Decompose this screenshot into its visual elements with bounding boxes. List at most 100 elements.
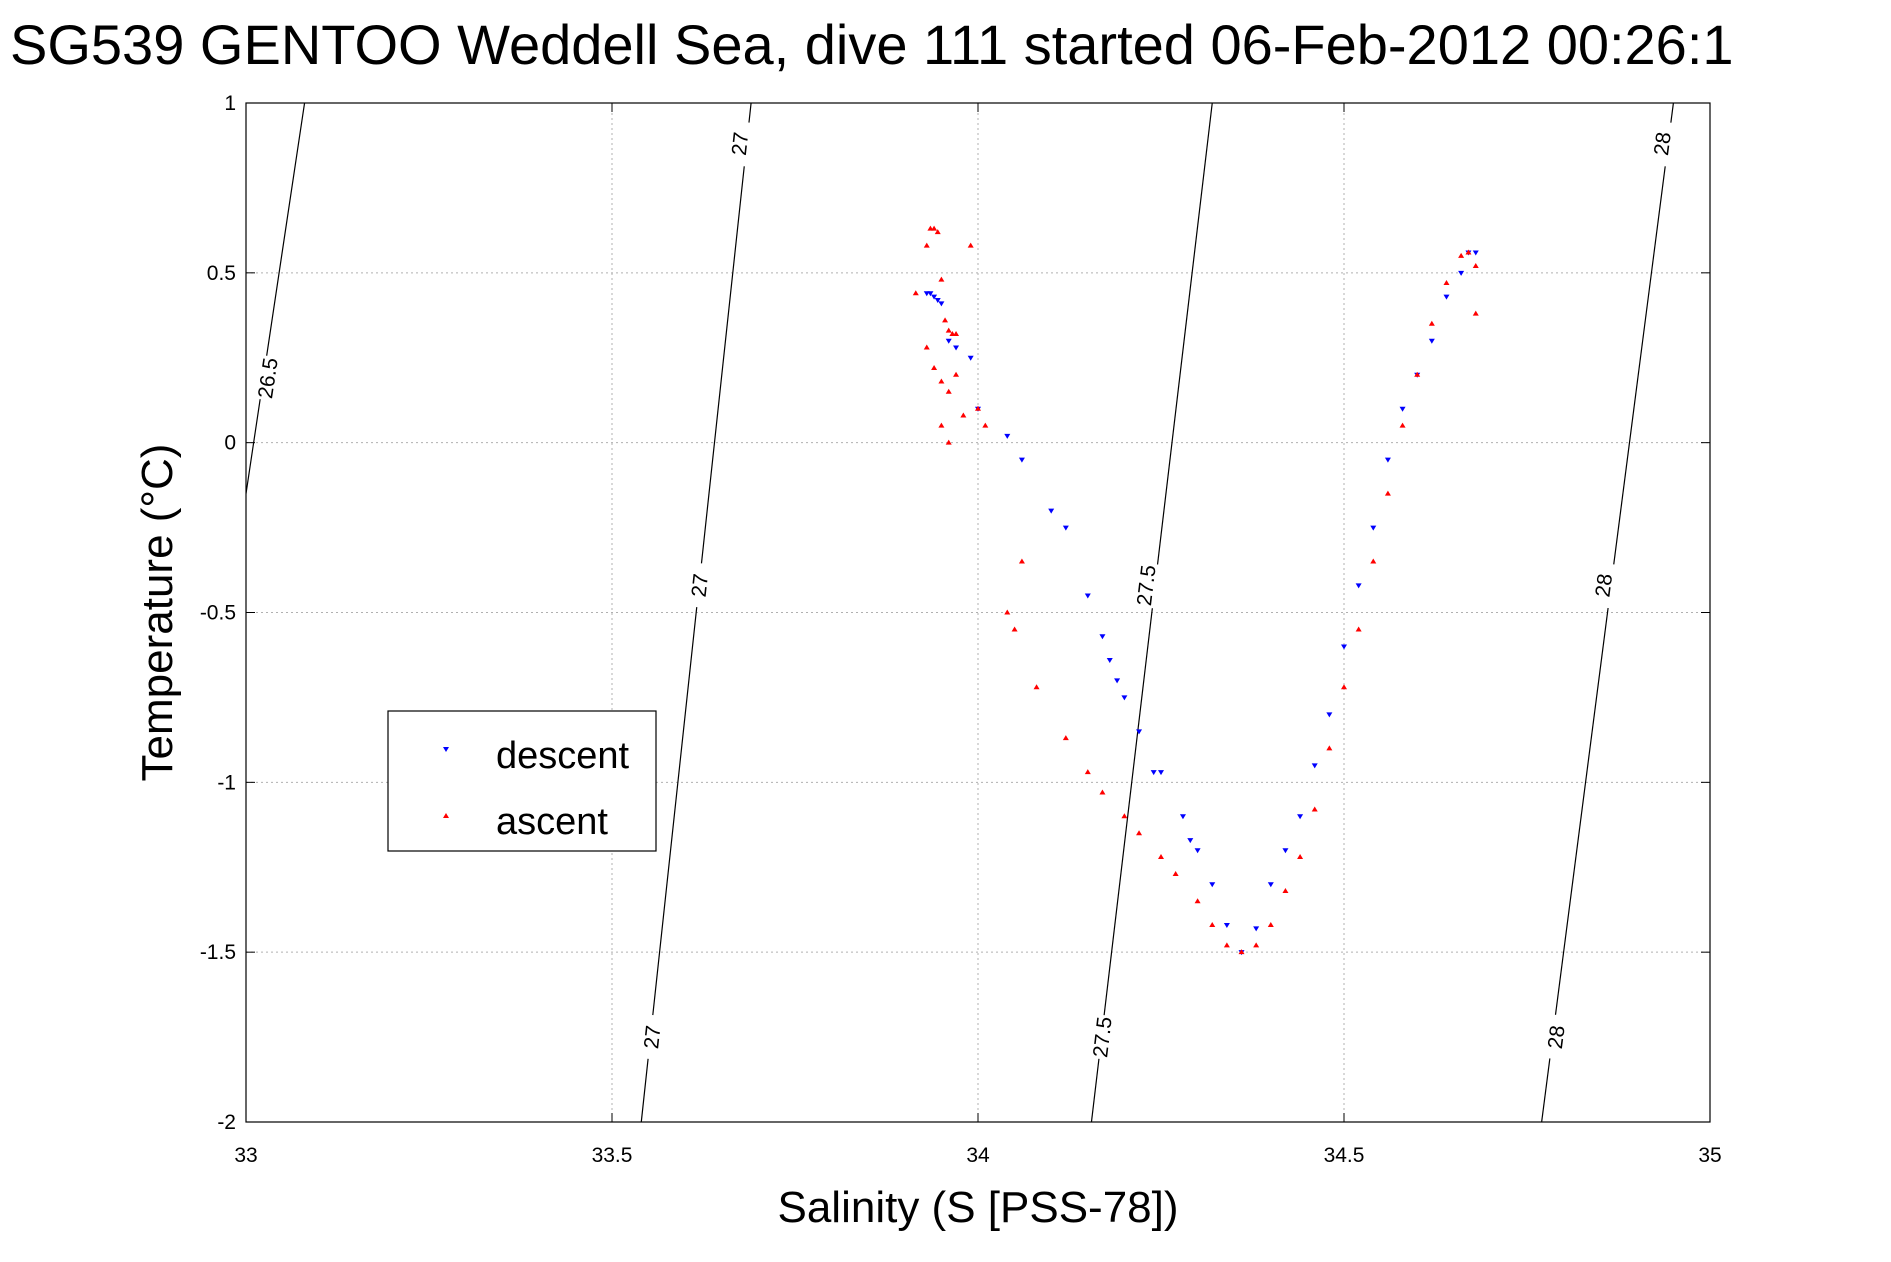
- ascent-point: [953, 330, 960, 336]
- ascent-point: [1253, 942, 1260, 948]
- descent-point: [1472, 250, 1479, 256]
- legend-marker-descent: [443, 747, 449, 752]
- descent-point: [1428, 338, 1435, 344]
- ascent-point: [942, 317, 949, 323]
- ascent-point: [1465, 249, 1472, 255]
- contour-label-bg: [1646, 120, 1679, 168]
- descent-point: [1399, 406, 1406, 412]
- descent-point: [967, 355, 974, 361]
- ascent-point: [923, 242, 930, 248]
- descent-point: [1099, 634, 1106, 640]
- contour-label-bg: [684, 562, 716, 609]
- x-axis-label: Salinity (S [PSS-78]): [777, 1183, 1178, 1232]
- ascent-point: [912, 290, 919, 296]
- descent-point: [931, 294, 938, 300]
- x-tick-label: 35: [1698, 1144, 1721, 1167]
- descent-point: [1297, 814, 1304, 820]
- descent-point: [1158, 770, 1164, 776]
- contour-label-bg: [251, 354, 285, 402]
- ascent-point: [1443, 280, 1450, 286]
- ascent-point: [1004, 609, 1011, 615]
- descent-point: [1114, 678, 1121, 684]
- y-tick-label: -1: [217, 771, 236, 794]
- descent-point: [1194, 848, 1201, 854]
- contour-line-26.5: [246, 103, 306, 494]
- contour-label-bg: [724, 120, 756, 168]
- contour-label-27.5: 27.5: [1089, 1015, 1117, 1058]
- descent-point: [1004, 433, 1011, 439]
- descent-point: [1370, 525, 1377, 531]
- descent-point: [953, 345, 960, 351]
- y-axis-label: Temperature (°C): [133, 444, 182, 782]
- ascent-point: [1158, 854, 1164, 860]
- ascent-point: [1018, 558, 1025, 564]
- ascent-point: [945, 388, 952, 394]
- legend-marker-ascent: [443, 813, 449, 818]
- ascent-point: [1011, 626, 1018, 632]
- ascent-point: [1297, 854, 1304, 860]
- descent-point: [1223, 922, 1230, 928]
- ascent-point: [938, 422, 945, 428]
- y-axis-ticks: 1 0.5 0 -0.5 -1 -1.5 -2: [200, 92, 1710, 1134]
- ascent-point: [931, 225, 938, 231]
- legend-box: [387, 710, 657, 852]
- ascent-point: [1084, 769, 1091, 775]
- ascent-point: [945, 439, 952, 445]
- contour-line-27.5: [1090, 103, 1213, 1122]
- ascent-point: [945, 327, 952, 333]
- ascent-point: [931, 364, 938, 370]
- descent-point: [1187, 838, 1194, 844]
- ascent-point: [1472, 263, 1479, 269]
- ascent-point: [967, 242, 974, 248]
- x-tick-label: 34.5: [1324, 1144, 1365, 1167]
- descent-point: [938, 301, 945, 307]
- ascent-point: [1282, 888, 1289, 894]
- x-tick-label: 33: [234, 1144, 257, 1167]
- descent-point: [1062, 525, 1069, 531]
- ascent-point: [938, 276, 945, 282]
- contour-label-27.5: 27.5: [1133, 564, 1161, 607]
- ascent-point: [1062, 735, 1069, 741]
- y-tick-label: -0.5: [200, 602, 236, 625]
- contour-label-bg: [1086, 1013, 1118, 1061]
- contour-line-27: [640, 103, 752, 1122]
- ascent-point: [1428, 320, 1435, 326]
- ascent-point: [938, 378, 945, 384]
- descent-point: [1458, 270, 1465, 276]
- descent-point: [1355, 583, 1362, 589]
- ascent-point: [1099, 789, 1106, 795]
- descent-point: [1253, 926, 1260, 932]
- ascent-point: [1033, 684, 1040, 690]
- ascent-point: [1311, 806, 1318, 812]
- contour-label-28: 28: [1650, 131, 1676, 157]
- x-tick-label: 33.5: [592, 1144, 633, 1167]
- ascent-point: [1326, 745, 1333, 751]
- descent-point: [1018, 457, 1025, 463]
- ascent-point: [1384, 490, 1391, 496]
- contour-label-bg: [1588, 561, 1620, 609]
- descent-point: [1282, 848, 1289, 854]
- ascent-point: [1223, 942, 1230, 948]
- ascent-point: [960, 412, 967, 418]
- descent-point: [1121, 695, 1128, 701]
- descent-point: [1326, 712, 1333, 718]
- contour-label-28: 28: [1544, 1024, 1570, 1050]
- ascent-point: [1238, 949, 1245, 955]
- ascent-point: [934, 229, 941, 235]
- y-tick-label: -2: [217, 1111, 236, 1134]
- descent-point: [1048, 508, 1055, 514]
- ascent-point: [1172, 871, 1179, 877]
- ascent-point: [923, 344, 930, 350]
- descent-point: [1084, 593, 1091, 599]
- descent-point: [1136, 729, 1143, 735]
- y-tick-label: 0.5: [207, 262, 236, 285]
- y-tick-label: 0: [224, 432, 236, 455]
- chart-legend: descent ascent: [387, 710, 657, 852]
- descent-point: [1150, 770, 1157, 776]
- ascent-point: [1194, 898, 1201, 904]
- ascent-point: [1355, 626, 1362, 632]
- descent-point: [945, 338, 952, 344]
- chart-title: SG539 GENTOO Weddell Sea, dive 111 start…: [10, 13, 1734, 76]
- ascent-point: [1370, 558, 1377, 564]
